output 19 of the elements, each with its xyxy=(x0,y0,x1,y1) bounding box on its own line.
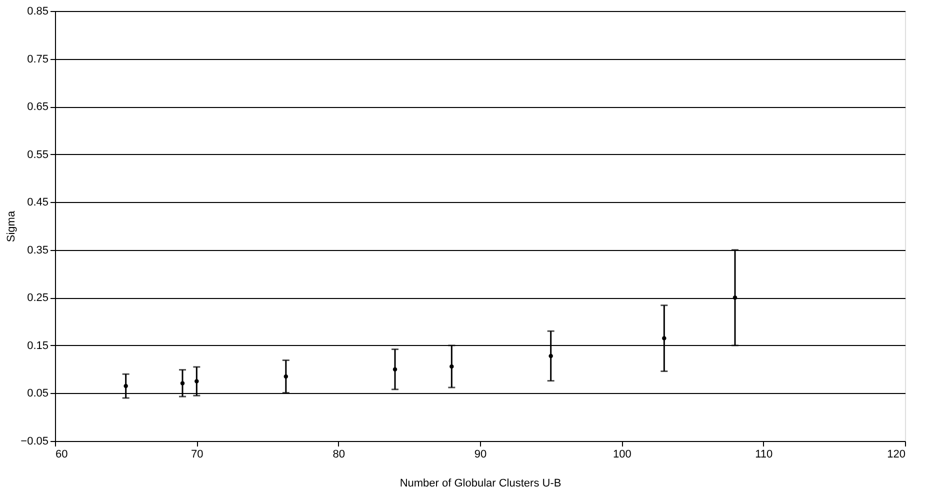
x-tick-label: 120 xyxy=(887,448,906,460)
y-tick-label: 0.15 xyxy=(27,340,48,352)
x-tick-label: 70 xyxy=(191,448,204,460)
y-tick-label: 0.55 xyxy=(27,148,48,161)
x-tick-label: 60 xyxy=(56,448,68,460)
y-tick-label: 0.65 xyxy=(27,101,48,114)
x-tick-label: 100 xyxy=(612,448,632,460)
x-tick-label: 110 xyxy=(755,448,773,460)
y-tick-label: 0.85 xyxy=(27,6,48,18)
y-tick-label: −0.05 xyxy=(20,436,48,448)
x-tick-label: 90 xyxy=(474,448,487,460)
y-axis-title: Sigma xyxy=(6,210,18,242)
x-axis-title: Number of Globular Clusters U-B xyxy=(400,478,562,490)
y-tick-label: 0.75 xyxy=(27,53,48,66)
y-tick-label: 0.45 xyxy=(27,196,48,209)
y-tick-label: 0.05 xyxy=(27,388,48,400)
x-tick-label: 80 xyxy=(332,448,345,460)
y-tick-label: 0.35 xyxy=(27,244,48,256)
y-tick-label: 0.25 xyxy=(27,292,48,304)
